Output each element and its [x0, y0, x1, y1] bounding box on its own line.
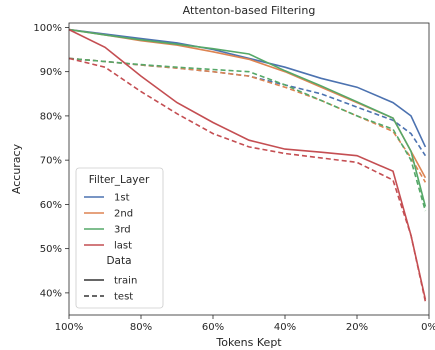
legend-label-test: test [114, 292, 133, 303]
chart-title: Attenton-based Filtering [183, 4, 316, 17]
legend-styles: train test [84, 276, 137, 303]
y-tick-label: 70% [40, 156, 62, 167]
series-line-3rd-train [68, 28, 427, 207]
y-tick-label: 90% [40, 67, 62, 78]
plot-area [68, 28, 427, 302]
x-tick-label: 80% [130, 322, 152, 333]
x-axis: 100% 80% 60% 40% 20% 0% [55, 315, 435, 333]
y-tick-label: 40% [40, 288, 62, 299]
series-line-last-train [68, 28, 427, 300]
legend-label-last: last [114, 241, 132, 252]
y-axis-label: Accuracy [10, 143, 23, 194]
x-axis-label: Tokens Kept [215, 336, 282, 349]
series-line-2nd-test [68, 57, 427, 183]
legend-hue-title: Filter_Layer [89, 174, 150, 186]
series-line-1st-train [68, 28, 427, 148]
y-tick-label: 60% [40, 200, 62, 211]
series-line-1st-test [68, 57, 427, 157]
legend-label-1st: 1st [114, 193, 130, 204]
legend-items: 1st 2nd 3rd last [84, 193, 133, 252]
series-line-2nd-train [68, 28, 427, 179]
x-tick-label: 0% [421, 322, 435, 333]
x-tick-label: 20% [346, 322, 368, 333]
legend-label-train: train [114, 276, 137, 287]
plot-frame [68, 22, 430, 316]
y-tick-label: 50% [40, 244, 62, 255]
y-axis: 40% 50% 60% 70% 80% 90% 100% [33, 23, 69, 299]
legend-style-title: Data [106, 255, 131, 267]
series-line-last-test [68, 57, 427, 302]
x-tick-label: 100% [55, 322, 84, 333]
legend-label-3rd: 3rd [114, 225, 131, 236]
y-tick-label: 100% [33, 23, 62, 34]
x-tick-label: 40% [274, 322, 296, 333]
x-tick-label: 60% [202, 322, 224, 333]
legend: Filter_Layer 1st 2nd 3rd last Data train tes… [75, 167, 164, 309]
legend-label-2nd: 2nd [114, 209, 133, 220]
y-tick-label: 80% [40, 111, 62, 122]
legend-box [75, 167, 164, 309]
series-line-3rd-test [68, 57, 427, 212]
